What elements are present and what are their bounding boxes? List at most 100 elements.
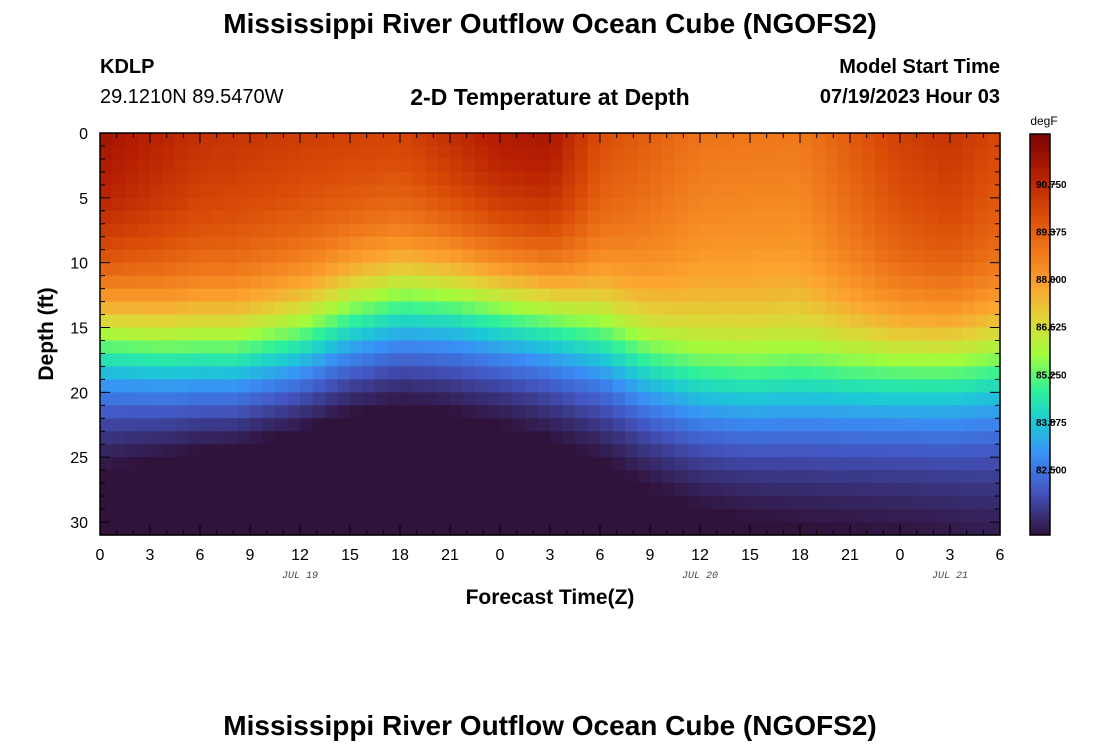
- heatmap-cell: [725, 223, 739, 238]
- heatmap-cell: [350, 210, 364, 225]
- heatmap-cell: [250, 236, 264, 251]
- heatmap-cell: [650, 457, 664, 471]
- heatmap-cell: [750, 210, 764, 225]
- heatmap-cell: [800, 366, 814, 380]
- heatmap-cell: [687, 418, 701, 432]
- heatmap-cell: [175, 379, 189, 393]
- heatmap-cell: [300, 145, 314, 160]
- heatmap-cell: [162, 444, 176, 458]
- heatmap-cell: [712, 522, 726, 536]
- heatmap-cell: [687, 366, 701, 380]
- heatmap-cell: [550, 210, 564, 225]
- heatmap-cell: [237, 158, 251, 173]
- heatmap-cell: [250, 457, 264, 471]
- heatmap-cell: [362, 418, 376, 432]
- heatmap-cell: [737, 483, 751, 497]
- heatmap-cell: [712, 145, 726, 160]
- heatmap-cell: [350, 262, 364, 277]
- heatmap-cell: [925, 133, 939, 147]
- date-label: JUL 19: [282, 571, 318, 582]
- heatmap-cell: [912, 522, 926, 536]
- heatmap-cell: [362, 288, 376, 303]
- heatmap-cell: [650, 366, 664, 380]
- heatmap-cell: [675, 327, 689, 342]
- heatmap-cell: [887, 366, 901, 380]
- heatmap-cell: [337, 509, 351, 523]
- heatmap-cell: [425, 496, 439, 510]
- heatmap-cell: [412, 470, 426, 484]
- heatmap-cell: [175, 418, 189, 432]
- heatmap-cell: [912, 327, 926, 342]
- heatmap-cell: [312, 457, 326, 471]
- heatmap-cell: [537, 223, 551, 238]
- colorbar-tick-label: 88.000: [1036, 275, 1067, 286]
- heatmap-cell: [187, 353, 201, 368]
- heatmap-cell: [962, 431, 976, 445]
- heatmap-cell: [425, 158, 439, 173]
- heatmap-cell: [662, 184, 676, 199]
- heatmap-cell: [450, 301, 464, 316]
- heatmap-cell: [975, 444, 989, 458]
- heatmap-cell: [575, 366, 589, 380]
- heatmap-cell: [962, 171, 976, 186]
- heatmap-cell: [837, 366, 851, 380]
- heatmap-cell: [912, 457, 926, 471]
- heatmap-cell: [937, 223, 951, 238]
- heatmap-cell: [375, 171, 389, 186]
- heatmap-cell: [237, 171, 251, 186]
- heatmap-cell: [325, 133, 339, 147]
- heatmap-cell: [187, 145, 201, 160]
- heatmap-cell: [137, 133, 151, 147]
- heatmap-cell: [825, 158, 839, 173]
- heatmap-cell: [212, 444, 226, 458]
- heatmap-cell: [412, 366, 426, 380]
- heatmap-cell: [925, 184, 939, 199]
- heatmap-cell: [637, 275, 651, 290]
- heatmap-cell: [475, 418, 489, 432]
- heatmap-cell: [600, 314, 614, 329]
- heatmap-cell: [225, 301, 239, 316]
- heatmap-cell: [537, 184, 551, 199]
- heatmap-cell: [637, 133, 651, 147]
- heatmap-cell: [900, 158, 914, 173]
- heatmap-cell: [487, 496, 501, 510]
- heatmap-cell: [625, 431, 639, 445]
- heatmap-cell: [287, 223, 301, 238]
- heatmap-cell: [175, 366, 189, 380]
- heatmap-cell: [175, 249, 189, 264]
- heatmap-cell: [637, 509, 651, 523]
- heatmap-cell: [712, 301, 726, 316]
- heatmap-cell: [687, 353, 701, 368]
- heatmap-cell: [912, 223, 926, 238]
- heatmap-cell: [500, 470, 514, 484]
- heatmap-cell: [650, 301, 664, 316]
- heatmap-cell: [812, 197, 826, 212]
- heatmap-cell: [162, 171, 176, 186]
- heatmap-cell: [250, 275, 264, 290]
- heatmap-cell: [887, 145, 901, 160]
- heatmap-cell: [837, 496, 851, 510]
- heatmap-cell: [350, 249, 364, 264]
- heatmap-cell: [150, 133, 164, 147]
- heatmap-cell: [737, 145, 751, 160]
- heatmap-cell: [312, 158, 326, 173]
- heatmap-cell: [200, 366, 214, 380]
- heatmap-cell: [375, 366, 389, 380]
- heatmap-cell: [975, 522, 989, 536]
- heatmap-cell: [200, 133, 214, 147]
- heatmap-cell: [662, 418, 676, 432]
- heatmap-cell: [687, 340, 701, 355]
- heatmap-cell: [150, 288, 164, 303]
- heatmap-cell: [975, 133, 989, 147]
- heatmap-cell: [762, 444, 776, 458]
- heatmap-cell: [900, 392, 914, 406]
- heatmap-cell: [975, 496, 989, 510]
- heatmap-cell: [137, 223, 151, 238]
- heatmap-cell: [487, 379, 501, 393]
- heatmap-cell: [700, 418, 714, 432]
- heatmap-cell: [762, 158, 776, 173]
- heatmap-cell: [775, 171, 789, 186]
- heatmap-cell: [187, 522, 201, 536]
- heatmap-cell: [600, 223, 614, 238]
